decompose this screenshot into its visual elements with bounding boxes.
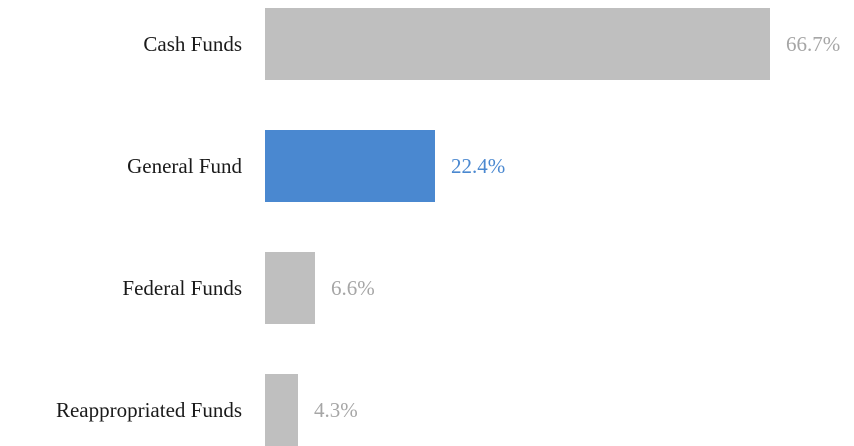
value-label: 6.6% bbox=[331, 276, 375, 300]
category-label: Reappropriated Funds bbox=[55, 398, 242, 422]
value-label: 22.4% bbox=[451, 154, 506, 178]
value-label: 4.3% bbox=[314, 398, 358, 422]
category-label: General Fund bbox=[127, 154, 242, 178]
bar bbox=[265, 252, 315, 324]
bar bbox=[265, 8, 770, 80]
value-label: 66.7% bbox=[786, 32, 841, 56]
bar bbox=[265, 374, 298, 446]
category-label: Cash Funds bbox=[143, 32, 242, 56]
bar bbox=[265, 130, 435, 202]
category-label: Federal Funds bbox=[122, 276, 242, 300]
